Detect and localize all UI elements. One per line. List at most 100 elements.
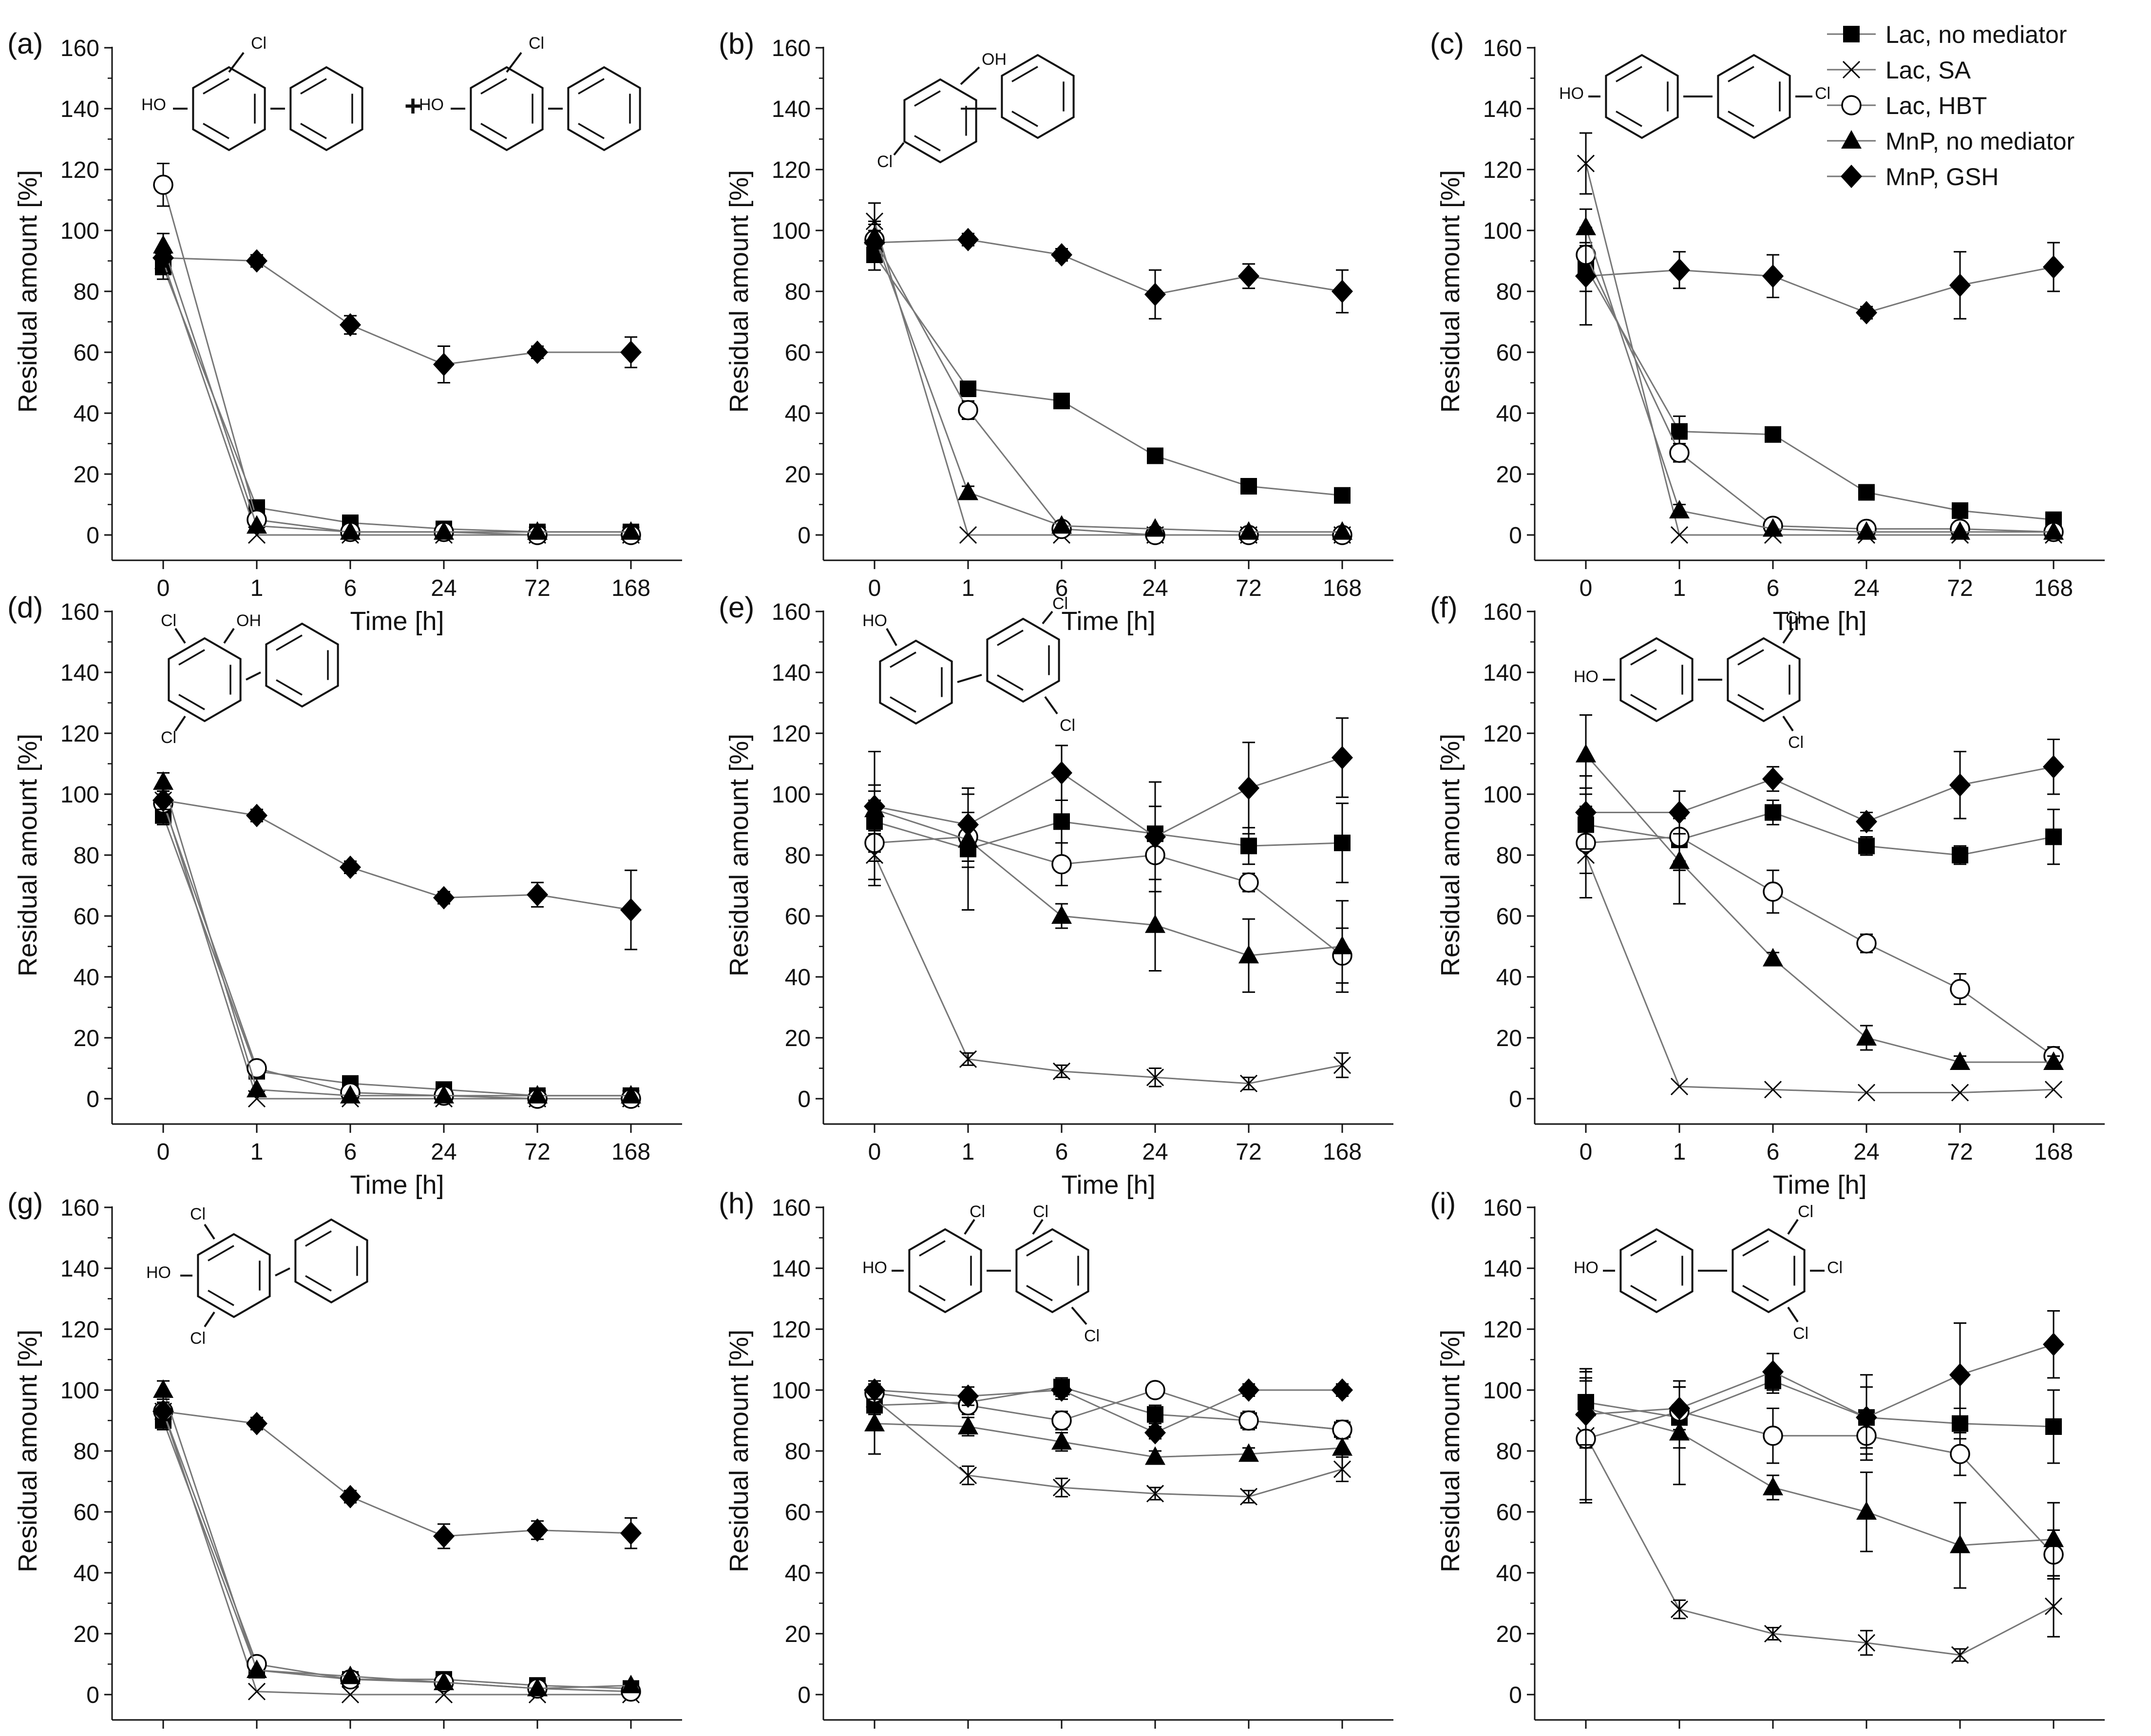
data-point: [1051, 1431, 1072, 1450]
data-point: [1238, 945, 1259, 964]
y-tick-label: 40: [785, 1561, 811, 1586]
structure-label: HO: [141, 95, 166, 114]
data-point: [1239, 1488, 1258, 1506]
chemical-structure: Cl HO Cl Cl: [1574, 1202, 1843, 1343]
data-point: [1051, 1410, 1072, 1431]
data-point: [1763, 1426, 1783, 1446]
y-tick-label: 160: [60, 1195, 99, 1221]
data-point: [958, 400, 978, 420]
ring-double-bond: [578, 78, 605, 95]
y-tick-label: 120: [1483, 1317, 1522, 1343]
x-tick-label: 24: [1853, 1139, 1879, 1165]
series-line: [1585, 855, 2054, 1093]
data-point: [1240, 838, 1257, 855]
x-tick-label: 0: [868, 1139, 881, 1165]
data-point: [1332, 280, 1353, 303]
x-tick-label: 24: [431, 1139, 457, 1165]
panel-label: (i): [1430, 1187, 1456, 1220]
data-point: [1333, 1056, 1352, 1074]
y-tick-label: 120: [60, 721, 99, 747]
series-line: [1585, 1343, 2054, 1418]
chemical-structure: Cl HO Cl: [146, 1205, 368, 1348]
y-tick-label: 60: [74, 1500, 99, 1526]
y-tick-label: 0: [1509, 1087, 1522, 1112]
data-point: [1670, 526, 1689, 544]
data-point: [341, 1685, 360, 1704]
y-axis-label: Residual amount [%]: [13, 1330, 42, 1572]
data-point: [1334, 835, 1351, 851]
bond-line: [174, 628, 186, 644]
data-point: [1240, 478, 1257, 495]
data-point: [1764, 1624, 1782, 1643]
data-point: [1145, 1380, 1165, 1400]
series-line: [874, 1423, 1343, 1458]
bond-line: [1071, 1306, 1087, 1325]
data-point: [1332, 746, 1353, 769]
x-tick-label: 24: [1142, 575, 1168, 601]
data-point: [1669, 442, 1690, 463]
data-point: [433, 1525, 455, 1548]
data-point: [1671, 423, 1688, 440]
benzene-ring: [1605, 54, 1679, 139]
data-point: [1575, 1403, 1597, 1426]
data-point: [1763, 881, 1783, 902]
series-line: [874, 757, 1343, 838]
data-point: [527, 1085, 548, 1104]
series-line: [162, 1390, 631, 1690]
structure-label: Cl: [251, 34, 266, 53]
x-tick-label: 6: [344, 575, 357, 601]
benzene-ring: [168, 637, 242, 723]
data-point: [958, 481, 978, 500]
ring-double-bond: [1026, 1240, 1053, 1257]
x-axis-label: Time [h]: [1772, 1170, 1866, 1200]
x-tick-label: 24: [431, 1735, 457, 1736]
structure-label: HO: [1574, 668, 1599, 686]
data-point: [1763, 1477, 1783, 1495]
y-tick-label: 140: [60, 660, 99, 686]
legend-label: MnP, GSH: [1885, 163, 1999, 191]
x-tick-label: 1: [962, 1139, 975, 1165]
ring-double-bond: [890, 696, 916, 713]
legend-marker: [1842, 60, 1861, 79]
ring-double-bond: [578, 123, 605, 139]
y-tick-label: 100: [772, 218, 811, 244]
bond-line: [204, 1311, 215, 1328]
y-tick-label: 0: [1509, 1682, 1522, 1708]
x-tick-label: 72: [1236, 1735, 1261, 1736]
bond-line: [174, 715, 186, 732]
series-line: [874, 1389, 1342, 1434]
data-point: [1856, 301, 1877, 324]
x-tick-label: 168: [1323, 1139, 1362, 1165]
ring-double-bond: [1742, 1240, 1769, 1257]
structure-label: +: [404, 90, 421, 122]
benzene-ring: [986, 617, 1060, 703]
y-tick-label: 80: [785, 843, 811, 869]
x-tick-label: 0: [157, 1139, 170, 1165]
ring-double-bond: [1011, 111, 1038, 127]
data-point: [1332, 1437, 1352, 1456]
structure-label: Cl: [1815, 84, 1830, 103]
series-line: [874, 808, 1343, 956]
y-tick-label: 100: [1483, 218, 1522, 244]
data-point: [1952, 502, 1968, 519]
panel-label: (a): [7, 27, 43, 60]
benzene-ring: [470, 66, 544, 152]
x-tick-label: 1: [250, 575, 264, 601]
series-line: [162, 1411, 631, 1693]
benzene-ring: [1717, 54, 1791, 139]
x-tick-label: 168: [1323, 575, 1362, 601]
legend-label: MnP, no mediator: [1885, 128, 2075, 155]
x-tick-label: 24: [1142, 1139, 1168, 1165]
y-tick-label: 0: [1509, 523, 1522, 549]
bond-line: [1787, 1306, 1799, 1323]
structure-label: Cl: [970, 1202, 985, 1221]
series-line: [1585, 1380, 2054, 1428]
x-tick-label: 24: [1853, 1735, 1879, 1736]
x-tick-label: 6: [1767, 575, 1780, 601]
data-point: [1145, 518, 1165, 537]
series-line: [1586, 766, 2054, 822]
data-point: [864, 1378, 885, 1402]
bond-line: [960, 66, 980, 85]
data-point: [1856, 810, 1877, 834]
y-tick-label: 20: [785, 1026, 811, 1051]
